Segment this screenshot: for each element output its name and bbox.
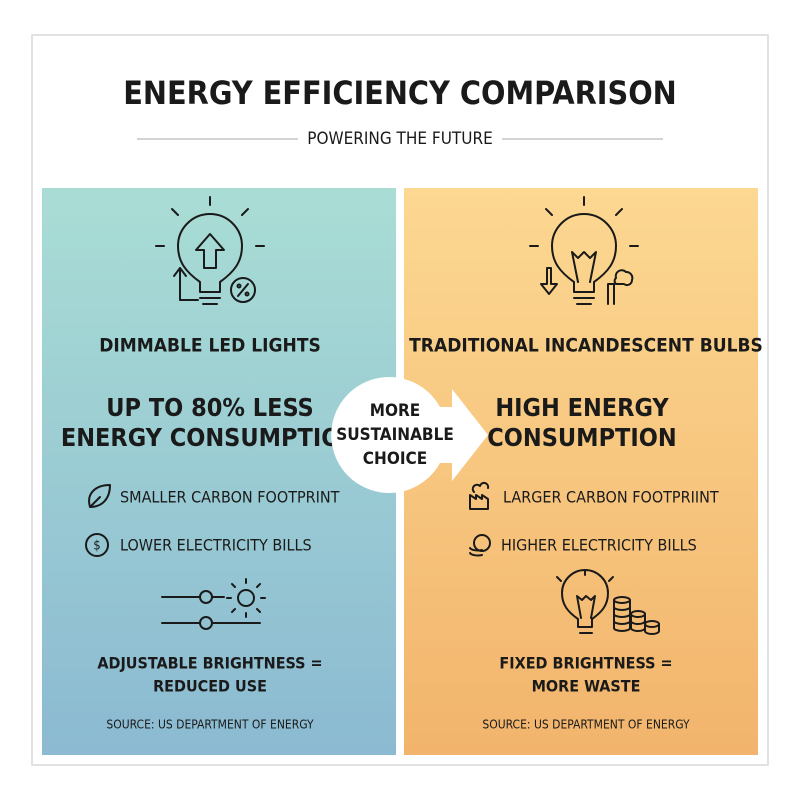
right-headline: HIGH ENERGY <box>495 393 669 422</box>
right-panel <box>404 188 758 755</box>
bullet-icons-right <box>469 481 491 557</box>
left-bullet: LOWER ELECTRICITY BILLS <box>120 536 312 555</box>
badge-text: CHOICE <box>363 449 427 469</box>
title: ENERGY EFFICIENCY COMPARISON <box>123 74 677 112</box>
subtitle: POWERING THE FUTURE <box>307 129 493 149</box>
right-bullet: HIGHER ELECTRICITY BILLS <box>501 536 697 555</box>
left-heading: DIMMABLE LED LIGHTS <box>99 335 321 357</box>
bulb-icon <box>529 196 639 305</box>
left-caption: REDUCED USE <box>153 677 267 696</box>
right-source: SOURCE: US DEPARTMENT OF ENERGY <box>482 718 690 732</box>
right-caption: FIXED BRIGHTNESS = <box>499 654 672 673</box>
badge-text: MORE <box>370 401 420 421</box>
right-headline: CONSUMPTION <box>487 423 676 452</box>
slider-icon <box>161 578 266 630</box>
right-bullet: LARGER CARBON FOOTPRIINT <box>503 488 719 507</box>
right-heading: TRADITIONAL INCANDESCENT BULBS <box>409 335 763 357</box>
left-caption: ADJUSTABLE BRIGHTNESS = <box>97 654 322 673</box>
right-caption: MORE WASTE <box>532 677 641 696</box>
bullet-icons-left <box>85 484 111 557</box>
badge-text: SUSTAINABLE <box>336 425 454 445</box>
left-headline: ENERGY CONSUMPTION <box>61 423 359 452</box>
dollar: $ <box>93 539 100 554</box>
bulb-coins-icon <box>556 569 660 635</box>
left-bullet: SMALLER CARBON FOOTPRINT <box>120 488 340 507</box>
badge: MORE SUSTAINABLE CHOICE <box>331 376 488 493</box>
left-source: SOURCE: US DEPARTMENT OF ENERGY <box>106 718 314 732</box>
led-icon <box>155 196 265 305</box>
left-headline: UP TO 80% LESS <box>106 393 313 422</box>
